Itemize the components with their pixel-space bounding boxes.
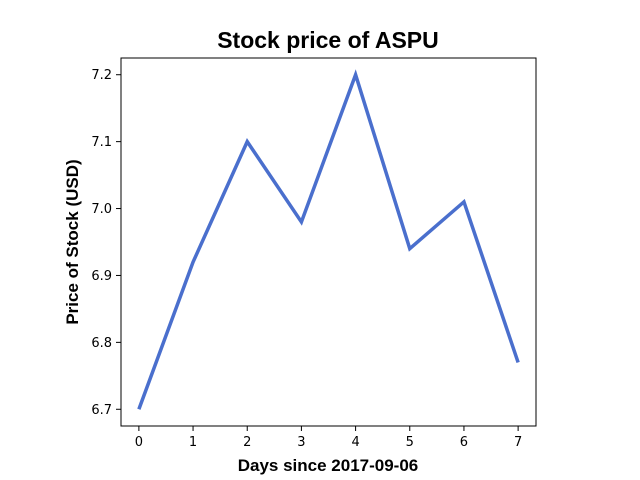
- y-tick-label: 7.0: [91, 202, 112, 217]
- y-tick-label: 6.7: [91, 403, 112, 418]
- y-tick-label: 7.1: [91, 135, 112, 150]
- chart-title: Stock price of ASPU: [217, 27, 439, 53]
- y-tick-label: 6.9: [91, 269, 112, 284]
- x-tick-label: 2: [243, 435, 251, 450]
- y-tick-label: 6.8: [91, 336, 112, 351]
- y-axis: 6.7 6.8 6.9 7.0 7.1 7.2: [91, 68, 121, 418]
- y-axis-label: Price of Stock (USD): [63, 159, 82, 324]
- x-tick-label: 7: [514, 435, 522, 450]
- x-axis-label: Days since 2017-09-06: [238, 456, 419, 475]
- x-tick-label: 4: [351, 435, 359, 450]
- x-tick-label: 1: [189, 435, 197, 450]
- y-tick-label: 7.2: [91, 68, 112, 83]
- x-tick-label: 6: [460, 435, 468, 450]
- x-axis: 0 1 2 3 4 5 6 7: [135, 426, 522, 450]
- x-tick-label: 5: [406, 435, 414, 450]
- plot-area: [137, 69, 520, 410]
- series-line-0: [137, 69, 520, 410]
- x-tick-label: 0: [135, 435, 143, 450]
- x-tick-label: 3: [297, 435, 305, 450]
- plot-frame: [120, 57, 537, 427]
